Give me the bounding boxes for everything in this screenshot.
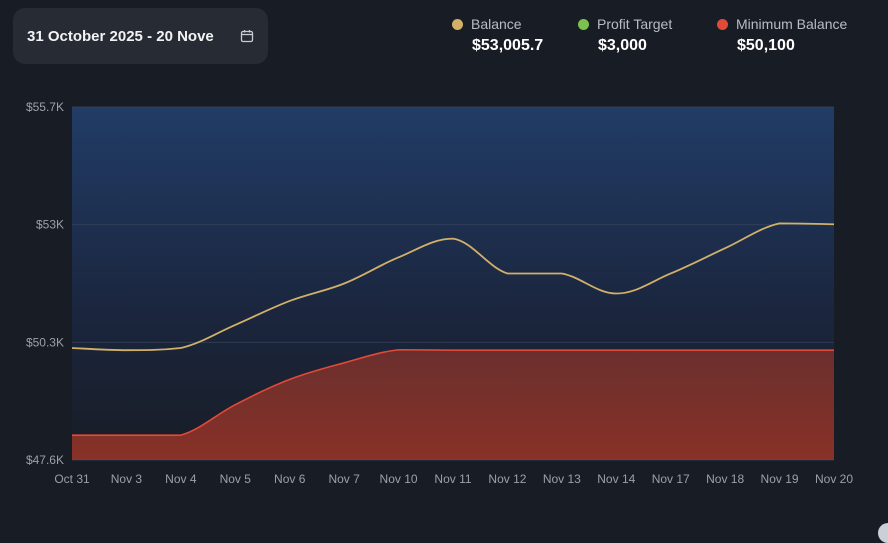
- legend-dot-profit-target: [578, 18, 589, 30]
- x-tick-label: Nov 5: [220, 472, 252, 486]
- legend-value: $50,100: [737, 37, 795, 54]
- x-tick-label: Nov 14: [597, 472, 635, 486]
- x-tick-label: Nov 3: [111, 472, 143, 486]
- chart-legend: Balance $53,005.7 Profit Target $3,000 M…: [0, 15, 888, 65]
- x-tick-label: Nov 19: [761, 472, 799, 486]
- legend-dot-balance: [452, 18, 463, 30]
- legend-value: $53,005.7: [472, 37, 544, 54]
- x-tick-label: Nov 20: [815, 472, 853, 486]
- x-tick-label: Nov 17: [652, 472, 690, 486]
- legend-name: Balance: [471, 16, 522, 32]
- x-axis: Oct 31 Nov 3 Nov 4 Nov 5 Nov 6 Nov 7 Nov 10 Nov…: [54, 472, 853, 486]
- x-tick-label: Oct 31: [54, 472, 90, 486]
- y-tick-label: $53K: [36, 218, 64, 232]
- calendar-icon[interactable]: [240, 29, 254, 43]
- legend-item-balance[interactable]: Balance $53,005.7: [452, 15, 543, 55]
- series-layer: [71, 222, 835, 460]
- legend-value: $3,000: [598, 37, 647, 54]
- y-tick-label: $55.7K: [26, 100, 64, 114]
- balance-line: [71, 222, 835, 352]
- date-range-picker[interactable]: 31 October 2025 - 20 Nove: [13, 8, 268, 64]
- x-tick-label: Nov 11: [434, 472, 471, 486]
- legend-dot-minimum-balance: [717, 18, 728, 30]
- x-tick-label: Nov 18: [706, 472, 744, 486]
- minimum-balance-line: [72, 348, 834, 436]
- y-tick-label: $47.6K: [26, 453, 64, 467]
- y-tick-label: $50.3K: [26, 335, 64, 349]
- x-tick-label: Nov 4: [165, 472, 197, 486]
- x-tick-label: Nov 12: [488, 472, 526, 486]
- x-tick-label: Nov 10: [380, 472, 418, 486]
- y-axis: $47.6K $50.3K $53K $55.7K: [26, 100, 64, 467]
- corner-indicator: [878, 523, 888, 543]
- x-tick-label: Nov 7: [328, 472, 360, 486]
- legend-item-profit-target[interactable]: Profit Target $3,000: [578, 15, 672, 55]
- x-tick-label: Nov 13: [543, 472, 581, 486]
- x-tick-label: Nov 6: [274, 472, 306, 486]
- date-range-label: 31 October 2025 - 20 Nove: [27, 27, 214, 45]
- minimum-balance-area: [72, 349, 834, 460]
- legend-name: Profit Target: [597, 16, 673, 32]
- legend-name: Minimum Balance: [736, 16, 848, 32]
- legend-item-minimum-balance[interactable]: Minimum Balance $50,100: [717, 15, 847, 55]
